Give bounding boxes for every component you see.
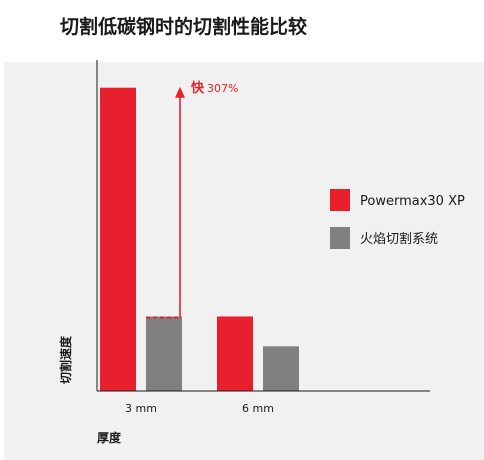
annotation-percent-label: 307% (207, 82, 238, 95)
arrow-up-icon (175, 86, 185, 98)
y-axis-label: 切割速度 (58, 335, 73, 384)
legend-label-1: Powermax30 XP (360, 194, 465, 209)
x-axis-label: 厚度 (97, 430, 122, 445)
legend: Powermax30 XP 火焰切割系统 (330, 189, 465, 249)
x-tick-labels: 3 mm 6 mm (125, 402, 274, 415)
x-tick-3mm: 3 mm (125, 402, 157, 415)
bar-3mm-series-2 (146, 316, 182, 391)
bar-6mm-series-2 (263, 346, 299, 391)
annotation-group: 快 307% (146, 80, 238, 319)
legend-swatch-1 (330, 189, 350, 211)
legend-label-2: 火焰切割系统 (360, 231, 438, 247)
bar-6mm-series-1 (217, 316, 253, 391)
bars-group (100, 87, 299, 391)
annotation-strong-label: 快 (191, 80, 205, 96)
legend-swatch-2 (330, 227, 350, 249)
bar-3mm-series-1 (100, 87, 136, 391)
chart-title: 切割低碳钢时的切割性能比较 (60, 15, 307, 38)
plot-panel (4, 62, 484, 460)
x-tick-6mm: 6 mm (242, 402, 274, 415)
